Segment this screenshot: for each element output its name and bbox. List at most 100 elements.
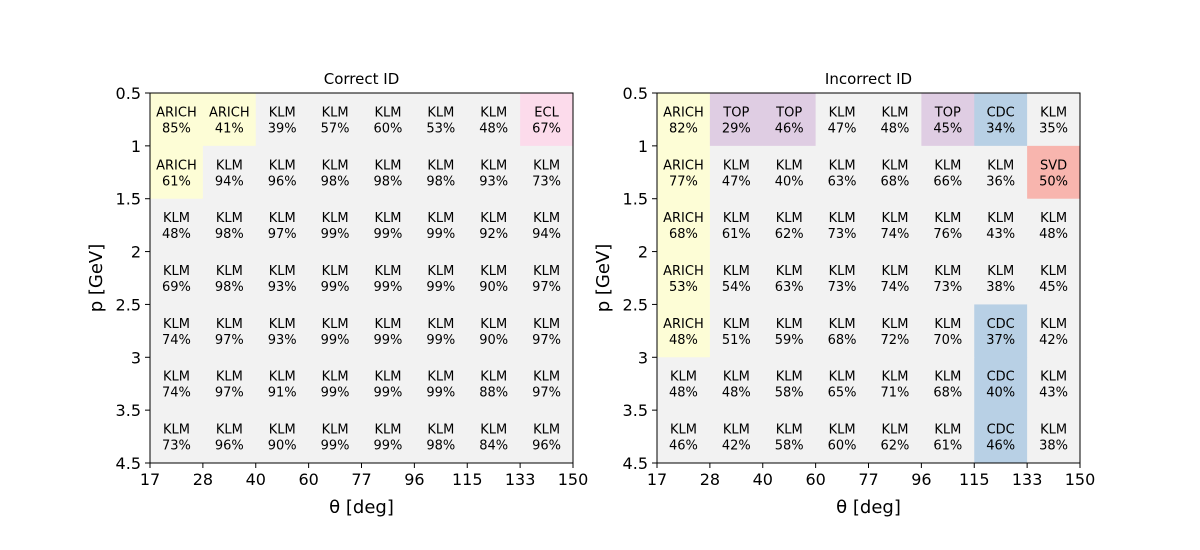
- cell-detector-label: CDC: [987, 423, 1015, 438]
- cell-percentage-label: 46%: [986, 439, 1015, 454]
- cell-detector-label: ARICH: [663, 158, 704, 173]
- x-tick-label: 40: [246, 470, 266, 489]
- cell-background: [709, 145, 764, 200]
- cell-percentage-label: 42%: [1039, 333, 1068, 348]
- cell-detector-label: KLM: [1040, 105, 1067, 120]
- cell-background: [467, 145, 521, 200]
- cell-percentage-label: 94%: [215, 174, 244, 189]
- panel-title: Correct ID: [324, 70, 400, 88]
- cell-background: [202, 198, 257, 252]
- cell-detector-label: KLM: [269, 105, 296, 120]
- cell-background: [709, 198, 764, 252]
- cell-percentage-label: 73%: [162, 439, 191, 454]
- cell-percentage-label: 97%: [215, 386, 244, 401]
- cell-background: [255, 410, 310, 464]
- cell-detector-label: ARICH: [156, 158, 197, 173]
- cell-detector-label: KLM: [670, 370, 697, 385]
- cell-detector-label: KLM: [480, 211, 507, 226]
- cell-percentage-label: 99%: [373, 386, 402, 401]
- cell-background: [150, 410, 204, 464]
- cell-detector-label: KLM: [829, 370, 856, 385]
- cell-percentage-label: 53%: [426, 121, 455, 136]
- cell-percentage-label: 40%: [986, 386, 1015, 401]
- cell-detector-label: KLM: [427, 370, 454, 385]
- cell-detector-label: KLM: [374, 264, 401, 279]
- cell-detector-label: CDC: [987, 317, 1015, 332]
- cell-percentage-label: 91%: [268, 386, 297, 401]
- cell-percentage-label: 54%: [722, 280, 751, 295]
- cell-detector-label: KLM: [776, 370, 803, 385]
- cell-background: [921, 198, 975, 252]
- cell-detector-label: KLM: [216, 423, 243, 438]
- cell-percentage-label: 41%: [215, 121, 244, 136]
- y-axis-label: p [GeV]: [593, 244, 614, 313]
- cell-background: [709, 357, 764, 411]
- cell-detector-label: KLM: [829, 158, 856, 173]
- cell-background: [414, 357, 468, 411]
- cell-percentage-label: 61%: [933, 439, 962, 454]
- cell-background: [255, 304, 310, 358]
- cell-detector-label: KLM: [934, 423, 961, 438]
- x-tick-label: 28: [193, 470, 213, 489]
- cell-detector-label: KLM: [163, 211, 190, 226]
- cell-detector-label: ARICH: [156, 105, 197, 120]
- cell-percentage-label: 99%: [321, 439, 350, 454]
- cell-detector-label: KLM: [269, 264, 296, 279]
- y-tick-label: 0.5: [623, 84, 648, 103]
- cell-detector-label: TOP: [722, 105, 749, 120]
- cell-background: [657, 410, 711, 464]
- x-tick-label: 28: [700, 470, 720, 489]
- cell-background: [921, 145, 975, 200]
- cell-background: [762, 357, 817, 411]
- cell-detector-label: KLM: [776, 264, 803, 279]
- cell-detector-label: KLM: [269, 211, 296, 226]
- cell-background: [202, 251, 257, 305]
- cell-background: [657, 251, 711, 305]
- cell-percentage-label: 37%: [986, 333, 1015, 348]
- cell-background: [202, 93, 257, 147]
- cell-background: [414, 410, 468, 464]
- cell-background: [974, 93, 1028, 147]
- cell-background: [467, 93, 521, 147]
- cell-detector-label: KLM: [480, 105, 507, 120]
- x-tick-label: 60: [805, 470, 825, 489]
- cell-background: [921, 93, 975, 147]
- cell-detector-label: KLM: [934, 211, 961, 226]
- cell-background: [974, 145, 1028, 200]
- cell-detector-label: KLM: [322, 211, 349, 226]
- cell-percentage-label: 84%: [479, 439, 508, 454]
- cell-percentage-label: 73%: [532, 174, 561, 189]
- cell-background: [150, 251, 204, 305]
- cell-background: [921, 357, 975, 411]
- cell-background: [657, 198, 711, 252]
- cell-background: [762, 145, 817, 200]
- cell-percentage-label: 57%: [321, 121, 350, 136]
